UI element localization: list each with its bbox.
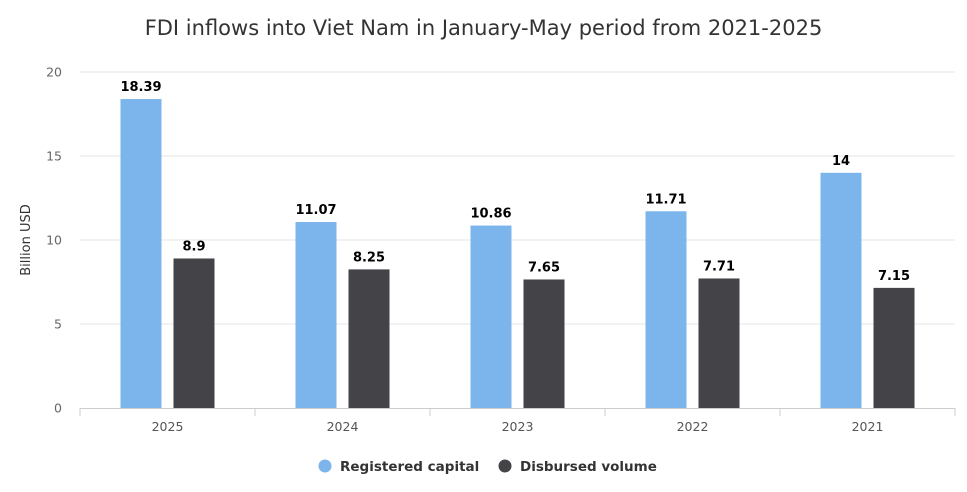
bar-disbursed-volume[interactable] (873, 287, 915, 408)
y-tick-label: 10 (46, 233, 62, 248)
y-tick-label: 15 (46, 149, 62, 164)
bar-disbursed-volume[interactable] (698, 278, 740, 408)
data-label: 7.71 (703, 259, 735, 274)
y-tick-label: 20 (46, 65, 62, 80)
y-axis-label: Billion USD (19, 204, 34, 275)
bar-disbursed-volume[interactable] (348, 269, 390, 408)
y-axis-ticks: 0 5 10 15 20 (46, 65, 62, 416)
x-tick-label: 2024 (327, 419, 359, 434)
bar-registered-capital[interactable] (470, 225, 512, 408)
x-axis-ticks: 2025 2024 2023 2022 2021 (79, 408, 956, 434)
bar-disbursed-volume[interactable] (523, 279, 565, 408)
data-label: 8.9 (182, 239, 205, 254)
legend: Registered capital Disbursed volume (318, 459, 657, 475)
y-tick-label: 0 (54, 401, 62, 416)
legend-item[interactable]: Registered capital (318, 459, 480, 475)
bar-registered-capital[interactable] (120, 99, 162, 408)
data-label: 7.65 (528, 260, 560, 275)
y-tick-label: 5 (54, 317, 62, 332)
data-label: 10.86 (470, 207, 511, 222)
data-label: 7.15 (878, 269, 910, 284)
data-label: 11.71 (645, 192, 686, 207)
data-label: 14 (832, 154, 850, 169)
bar-disbursed-volume[interactable] (173, 258, 215, 408)
data-label: 8.25 (353, 250, 385, 265)
legend-label: Registered capital (340, 459, 479, 475)
data-label: 11.07 (295, 203, 336, 218)
grid-layer (80, 71, 955, 325)
bars-layer (120, 99, 915, 408)
data-labels-layer: 18.39 8.9 11.07 8.25 10.86 7.65 11.71 7.71 14 7.1… (120, 80, 910, 284)
bar-registered-capital[interactable] (295, 222, 337, 408)
data-label: 18.39 (120, 80, 161, 95)
x-tick-label: 2021 (852, 419, 884, 434)
legend-label: Disbursed volume (520, 459, 657, 475)
chart-title: FDI inflows into Viet Nam in January-May… (145, 16, 823, 40)
legend-item[interactable]: Disbursed volume (498, 459, 657, 475)
legend-marker-icon (498, 459, 512, 473)
bar-registered-capital[interactable] (645, 211, 687, 408)
x-tick-label: 2022 (677, 419, 709, 434)
bar-registered-capital[interactable] (820, 172, 862, 408)
x-tick-label: 2023 (502, 419, 534, 434)
x-tick-label: 2025 (152, 419, 184, 434)
legend-marker-icon (318, 459, 332, 473)
